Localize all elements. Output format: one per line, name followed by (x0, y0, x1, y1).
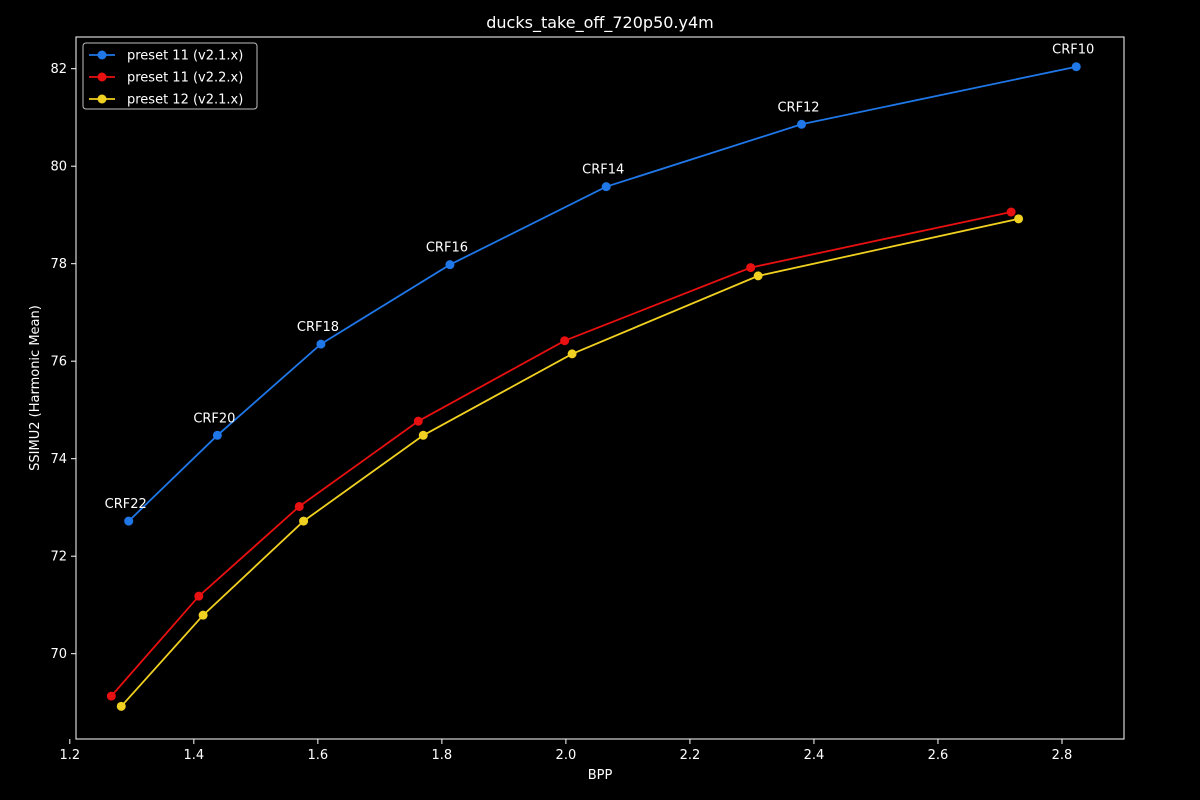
data-point (797, 119, 807, 129)
data-point (601, 182, 611, 192)
series-1 (124, 62, 1081, 526)
legend-entry: preset 11 (v2.1.x) (89, 49, 243, 64)
data-point (294, 501, 304, 511)
data-point (746, 263, 756, 273)
data-point (560, 336, 570, 346)
data-point (194, 591, 204, 601)
plot-frame (75, 36, 1125, 740)
x-tick-label: 2.4 (804, 748, 825, 763)
series-3 (116, 214, 1024, 711)
y-tick-label: 80 (50, 160, 67, 175)
data-point (418, 430, 428, 440)
data-point (198, 610, 208, 620)
legend-label: preset 12 (v2.1.x) (127, 93, 243, 108)
annotation-layer: CRF22 CRF20 CRF18 CRF16 CRF14 CRF12 CRF10 (105, 43, 1095, 512)
y-tick-label: 82 (50, 62, 67, 77)
legend-swatch-marker (97, 72, 107, 82)
x-tick-label: 1.4 (183, 748, 204, 763)
data-point (445, 260, 455, 270)
y-tick-label: 70 (50, 647, 67, 662)
chart-title: ducks_take_off_720p50.y4m (486, 13, 714, 33)
y-tick-label: 74 (50, 452, 67, 467)
x-tick-label: 1.6 (308, 748, 329, 763)
x-tick-label: 1.2 (59, 748, 80, 763)
point-annotation: CRF22 (105, 497, 147, 512)
series-layer (106, 62, 1081, 711)
data-point (1071, 62, 1081, 72)
x-tick-label: 2.2 (680, 748, 701, 763)
x-tick-label: 2.8 (1052, 748, 1073, 763)
data-point (1006, 207, 1016, 217)
series-2 (106, 207, 1016, 701)
legend-swatch-marker (97, 50, 107, 60)
legend-entry: preset 12 (v2.1.x) (89, 93, 243, 108)
y-tick-label: 72 (50, 550, 67, 565)
legend-label: preset 11 (v2.2.x) (127, 71, 243, 86)
point-annotation: CRF20 (193, 411, 235, 426)
ticks-layer: 1.2 1.4 1.6 1.8 2.0 2.2 2.4 2.6 2.8 70 72 74 76 78 80 8… (50, 62, 1072, 763)
data-point (299, 516, 309, 526)
legend-swatch-marker (97, 94, 107, 104)
data-point (212, 430, 222, 440)
x-tick-label: 2.0 (556, 748, 577, 763)
point-annotation: CRF18 (297, 320, 339, 335)
data-point (753, 271, 763, 281)
legend-entry: preset 11 (v2.2.x) (89, 71, 243, 86)
data-point (106, 691, 116, 701)
legend-label: preset 11 (v2.1.x) (127, 49, 243, 64)
data-point (124, 516, 134, 526)
data-point (316, 339, 326, 349)
y-axis-title: SSIMU2 (Harmonic Mean) (28, 305, 43, 471)
y-tick-label: 78 (50, 257, 67, 272)
point-annotation: CRF16 (426, 241, 468, 256)
data-point (567, 349, 577, 359)
legend-box (82, 42, 258, 110)
data-point (116, 701, 126, 711)
data-point (413, 416, 423, 426)
x-tick-label: 2.6 (928, 748, 949, 763)
point-annotation: CRF10 (1052, 43, 1094, 58)
point-annotation: CRF12 (777, 100, 819, 115)
data-point (1014, 214, 1024, 224)
legend: preset 11 (v2.1.x) preset 11 (v2.2.x) pres… (82, 42, 258, 110)
point-annotation: CRF14 (582, 163, 624, 178)
x-tick-label: 1.8 (432, 748, 453, 763)
x-axis-title: BPP (588, 768, 613, 783)
y-tick-label: 76 (50, 355, 67, 370)
